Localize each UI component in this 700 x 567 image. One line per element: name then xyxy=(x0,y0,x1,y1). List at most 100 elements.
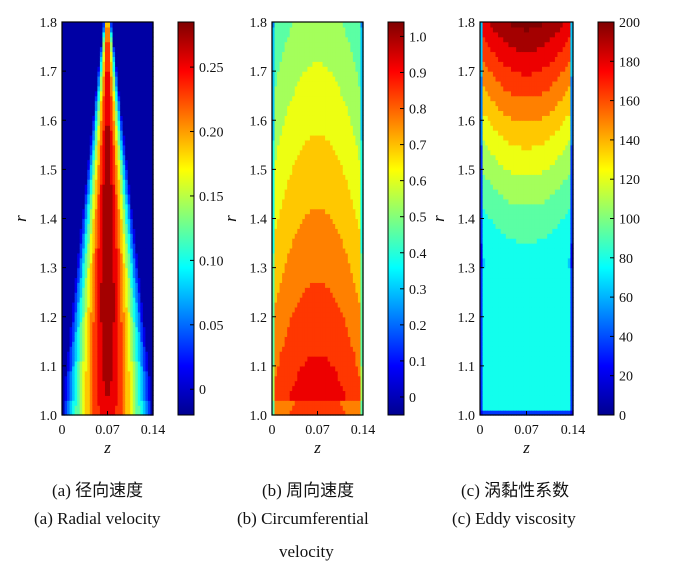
field-cell xyxy=(309,405,314,411)
field-cell xyxy=(99,356,104,362)
field-cell xyxy=(289,218,293,225)
field-cell xyxy=(79,297,83,303)
field-cell xyxy=(282,257,286,264)
field-cell xyxy=(77,51,81,57)
field-cell xyxy=(62,306,66,313)
field-cell xyxy=(132,356,136,362)
field-cell xyxy=(297,360,301,367)
field-cell xyxy=(294,331,298,337)
field-cell xyxy=(84,134,88,141)
field-cell xyxy=(102,247,106,254)
field-cell xyxy=(69,287,73,293)
field-cell xyxy=(327,174,331,180)
field-cell xyxy=(112,154,116,161)
field-cell xyxy=(79,120,83,126)
field-cell xyxy=(72,302,76,308)
field-cell xyxy=(135,46,139,53)
field-cell xyxy=(320,144,324,151)
field-cell xyxy=(110,85,114,92)
field-cell xyxy=(325,331,329,337)
field-cell xyxy=(92,331,96,337)
field-cell xyxy=(309,228,314,234)
field-cell xyxy=(274,302,278,308)
field-cell xyxy=(130,203,134,210)
field-cell xyxy=(314,341,319,347)
field-cell xyxy=(117,120,121,126)
field-cell xyxy=(137,85,141,92)
field-cell xyxy=(317,316,321,323)
field-cell xyxy=(140,51,144,57)
field-cell xyxy=(292,149,296,156)
field-cell xyxy=(94,159,98,166)
field-cell xyxy=(87,218,91,225)
field-cell xyxy=(87,247,91,254)
field-cell xyxy=(332,375,336,382)
field-cell xyxy=(62,139,66,146)
field-cell xyxy=(102,282,106,288)
field-cell xyxy=(64,149,68,156)
field-cell xyxy=(299,95,303,102)
field-cell xyxy=(117,410,121,416)
field-cell xyxy=(97,56,101,62)
field-cell xyxy=(282,61,286,67)
field-cell xyxy=(67,198,71,205)
field-cell xyxy=(89,351,93,357)
field-cell xyxy=(132,247,136,254)
field-cell xyxy=(330,257,334,264)
field-cell xyxy=(132,120,136,126)
field-cell xyxy=(107,193,111,200)
field-cell xyxy=(127,149,131,156)
field-cell xyxy=(335,66,339,72)
field-cell xyxy=(120,233,124,239)
field-cell xyxy=(104,267,109,274)
field-cell xyxy=(314,174,319,180)
field-cell xyxy=(125,277,129,283)
field-cell xyxy=(304,302,308,308)
field-cell xyxy=(74,213,78,220)
x-tick-label: 0.07 xyxy=(95,423,120,438)
field-cell xyxy=(332,184,336,190)
field-cell xyxy=(82,400,86,406)
field-cell xyxy=(150,203,154,210)
field-cell xyxy=(284,262,288,269)
field-cell xyxy=(110,223,114,229)
field-cell xyxy=(287,375,291,382)
field-cell xyxy=(110,189,114,195)
field-cell xyxy=(94,380,98,387)
field-cell xyxy=(92,76,96,82)
field-cell xyxy=(335,252,339,259)
field-cell xyxy=(62,400,66,406)
field-cell xyxy=(77,375,81,382)
field-cell xyxy=(112,331,116,337)
field-cell xyxy=(62,311,66,318)
field-cell xyxy=(135,139,139,146)
field-cell xyxy=(277,282,281,288)
field-cell xyxy=(327,149,331,156)
field-cell xyxy=(130,154,134,161)
field-cell xyxy=(125,31,129,38)
field-cell xyxy=(332,208,336,215)
field-cell xyxy=(274,203,278,210)
field-cell xyxy=(117,400,121,406)
field-cell xyxy=(77,120,81,126)
field-cell xyxy=(330,198,334,205)
field-cell xyxy=(127,95,131,102)
field-cell xyxy=(307,22,311,28)
field-cell xyxy=(99,341,104,347)
field-cell xyxy=(287,267,291,274)
field-cell xyxy=(97,169,101,175)
field-cell xyxy=(82,395,86,401)
field-cell xyxy=(102,346,106,352)
field-cell xyxy=(332,159,336,166)
field-cell xyxy=(274,375,278,382)
field-cell xyxy=(320,311,324,318)
field-cell xyxy=(89,56,93,62)
field-cell xyxy=(147,110,152,116)
field-cell xyxy=(335,154,339,161)
field-cell xyxy=(294,346,298,352)
field-cell xyxy=(302,262,306,269)
field-cell xyxy=(84,203,88,210)
field-cell xyxy=(67,380,71,387)
field-cell xyxy=(69,405,73,411)
field-cell xyxy=(117,277,121,283)
